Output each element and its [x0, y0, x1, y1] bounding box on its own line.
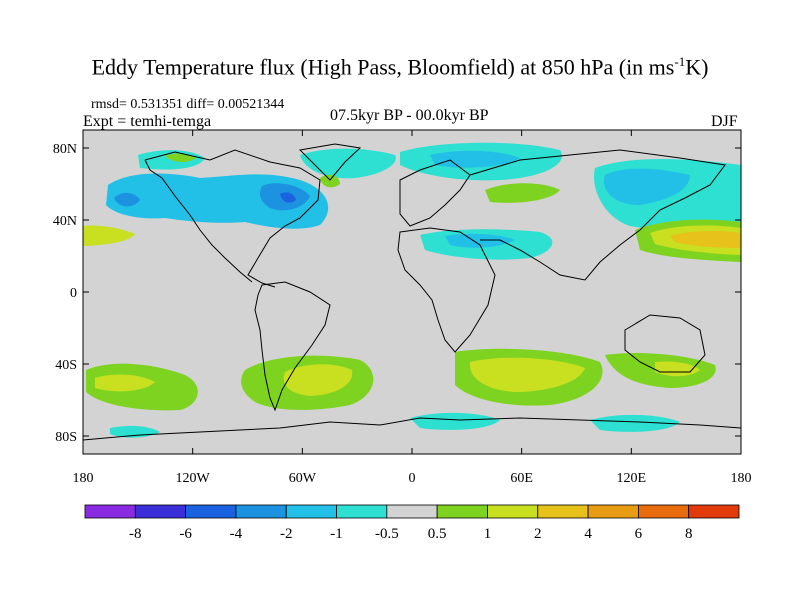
colorbar-label: -0.5	[375, 526, 399, 542]
y-axis: 80N 40N 0 40S 80S	[53, 142, 741, 445]
coast-south-america	[254, 281, 331, 412]
colorbar-swatch	[134, 504, 187, 519]
coast-antarctica	[83, 417, 741, 441]
colorbar-swatch	[285, 504, 337, 519]
region-south-indian-yellow	[469, 357, 585, 392]
anomaly-regions	[83, 142, 741, 438]
x-tick-label: 180	[731, 471, 752, 486]
colorbar-label: -4	[230, 526, 243, 542]
colorbar-label: -6	[179, 526, 192, 542]
colorbar-swatch	[235, 504, 287, 519]
colorbar-label: 6	[635, 526, 643, 542]
x-tick-label: 120E	[617, 471, 647, 486]
x-tick-label: 60W	[289, 471, 317, 486]
colorbar-swatch	[587, 504, 639, 519]
region-south-australia-yellow	[655, 361, 700, 377]
colorbar: -8 -6 -4 -2 -1 -0.5 0.5 1 2 4 6 8	[84, 504, 740, 542]
title-superscript: -1	[674, 54, 686, 69]
coast-asia	[469, 149, 726, 281]
y-tick-label: 80N	[53, 142, 77, 157]
chart-title: Eddy Temperature flux (High Pass, Bloomf…	[0, 54, 800, 80]
y-tick-label: 80S	[55, 430, 77, 445]
region-north-atlantic	[300, 148, 396, 179]
colorbar-swatch	[487, 504, 539, 519]
colorbar-label: -8	[129, 526, 142, 542]
region-antarctic-3	[590, 414, 680, 432]
coast-europe	[399, 159, 471, 227]
colorbar-swatch	[185, 504, 237, 519]
x-tick-label: 180	[73, 471, 94, 486]
region-north-america-strong	[114, 192, 140, 207]
coast-africa	[397, 227, 496, 353]
y-tick-label: 0	[70, 286, 77, 301]
colorbar-swatch	[336, 504, 388, 519]
colorbar-label: 0.5	[428, 526, 447, 542]
colorbar-label: -1	[330, 526, 343, 542]
x-axis: 180 120W 60W 0 60E 120E 180	[73, 130, 752, 486]
region-antarctic-2	[410, 412, 500, 430]
colorbar-label: 4	[584, 526, 592, 542]
region-atlantic-green	[320, 174, 340, 188]
colorbar-swatch	[637, 504, 690, 519]
period-label: 07.5kyr BP - 00.0kyr BP	[330, 107, 489, 124]
coastlines	[83, 143, 741, 441]
title-suffix: K)	[685, 54, 709, 80]
coast-greenland	[298, 143, 362, 181]
region-mediterranean-strong	[445, 233, 515, 248]
colorbar-label: 2	[534, 526, 542, 542]
season-label: DJF	[711, 113, 738, 130]
coast-north-america-west	[144, 159, 253, 283]
x-tick-label: 120W	[176, 471, 211, 486]
experiment-label: Expt = temhi-temga	[83, 113, 212, 130]
y-tick-label: 40S	[55, 358, 77, 373]
colorbar-swatch	[84, 504, 136, 519]
colorbar-swatch	[436, 504, 488, 519]
x-tick-label: 60E	[510, 471, 533, 486]
colorbar-label: 1	[484, 526, 492, 542]
x-tick-label: 0	[409, 471, 416, 486]
colorbar-swatch	[537, 504, 589, 519]
colorbar-label: 8	[685, 526, 693, 542]
y-tick-label: 40N	[53, 214, 77, 229]
region-nw-pacific-orange	[670, 231, 741, 248]
region-central-asia	[485, 183, 560, 203]
region-south-america-yellow	[283, 364, 353, 396]
region-alaska-green	[165, 153, 196, 162]
region-south-pacific-yellow	[95, 374, 155, 392]
region-arctic-eurasia-strong	[430, 150, 520, 168]
colorbar-label: -2	[280, 526, 293, 542]
region-ne-asia-strong	[604, 168, 690, 205]
coast-australia	[624, 314, 706, 373]
title-prefix: Eddy Temperature flux (High Pass, Bloomf…	[91, 54, 675, 80]
colorbar-swatch	[386, 504, 438, 519]
region-n-pacific	[83, 225, 135, 246]
region-hudson-core	[280, 192, 296, 203]
coast-north-america	[144, 149, 321, 288]
colorbar-swatch	[688, 504, 740, 519]
stats-label: rmsd= 0.531351 diff= 0.00521344	[91, 97, 285, 112]
